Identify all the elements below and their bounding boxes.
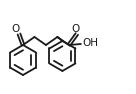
- Text: O: O: [72, 24, 80, 33]
- Text: OH: OH: [83, 39, 99, 49]
- Text: O: O: [11, 24, 20, 33]
